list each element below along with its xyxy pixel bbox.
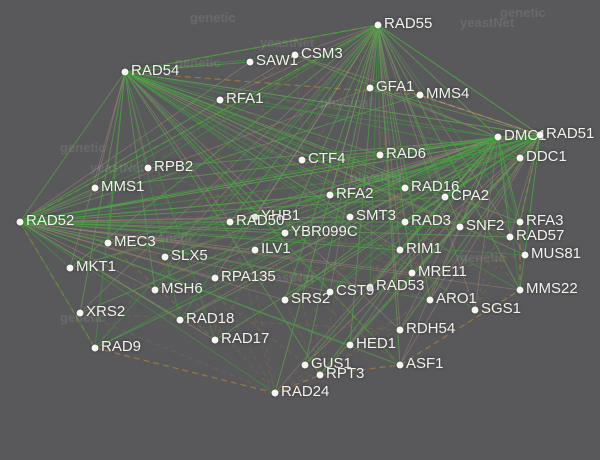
graph-node-rpb2[interactable] [145,165,152,172]
graph-node-hed1[interactable] [347,342,354,349]
graph-node-csm3[interactable] [292,52,299,59]
graph-node-rad3[interactable] [402,219,409,226]
graph-node-aro1[interactable] [427,297,434,304]
graph-node-asf1[interactable] [397,362,404,369]
graph-node-xrs2[interactable] [77,310,84,317]
network-graph-canvas: genetic yeastNet genetic yeastNet geneti… [0,0,600,460]
graph-node-msh6[interactable] [152,287,159,294]
graph-node-rad53[interactable] [367,284,374,291]
graph-node-snf2[interactable] [457,224,464,231]
graph-node-slx5[interactable] [162,254,169,261]
graph-node-ilv1[interactable] [252,247,259,254]
graph-node-ybr099c[interactable] [282,230,289,237]
graph-node-rad54[interactable] [122,69,129,76]
graph-node-rfa1[interactable] [217,97,224,104]
graph-node-yhb1[interactable] [252,214,259,221]
graph-node-srs2[interactable] [282,297,289,304]
graph-node-rfa3[interactable] [517,219,524,226]
graph-node-rad52[interactable] [17,219,24,226]
graph-node-rad17[interactable] [212,337,219,344]
graph-node-rad16[interactable] [402,185,409,192]
graph-node-cst9[interactable] [327,289,334,296]
graph-node-rpt3[interactable] [317,372,324,379]
graph-node-saw1[interactable] [247,59,254,66]
graph-node-rpa135[interactable] [212,275,219,282]
graph-node-rfa2[interactable] [327,192,334,199]
graph-node-sgs1[interactable] [472,307,479,314]
graph-node-cpa2[interactable] [442,194,449,201]
graph-node-rad51[interactable] [537,132,544,139]
graph-node-rad55[interactable] [375,22,382,29]
edges-layer [0,0,600,460]
graph-node-rad57[interactable] [507,234,514,241]
graph-node-gfa1[interactable] [367,85,374,92]
graph-node-dmc1[interactable] [495,134,502,141]
graph-node-rad24[interactable] [272,390,279,397]
graph-node-ddc1[interactable] [517,155,524,162]
graph-node-mms4[interactable] [417,92,424,99]
graph-node-mms22[interactable] [517,287,524,294]
graph-node-rad18[interactable] [177,317,184,324]
graph-node-mkt1[interactable] [67,265,74,272]
graph-node-rim1[interactable] [397,247,404,254]
graph-node-mus81[interactable] [522,252,529,259]
graph-node-rad50[interactable] [227,219,234,226]
graph-node-smt3[interactable] [347,214,354,221]
graph-node-rad6[interactable] [377,152,384,159]
graph-node-mms1[interactable] [92,185,99,192]
graph-node-rdh54[interactable] [397,327,404,334]
graph-node-ctf4[interactable] [299,157,306,164]
graph-node-rad9[interactable] [92,345,99,352]
graph-node-gus1[interactable] [302,362,309,369]
graph-node-mec3[interactable] [105,240,112,247]
graph-node-mre11[interactable] [409,270,416,277]
